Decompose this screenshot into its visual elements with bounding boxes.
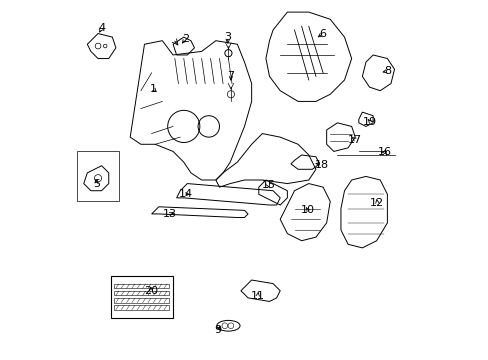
Text: 3: 3 <box>224 32 231 42</box>
Text: 16: 16 <box>377 147 391 157</box>
Text: 10: 10 <box>301 205 314 215</box>
Text: 11: 11 <box>250 291 264 301</box>
Text: 12: 12 <box>369 198 384 208</box>
Text: 20: 20 <box>143 287 158 296</box>
Text: 4: 4 <box>98 23 105 33</box>
Text: 8: 8 <box>383 66 390 76</box>
Bar <box>77 152 119 202</box>
Text: 18: 18 <box>315 159 329 170</box>
Text: 14: 14 <box>179 189 193 199</box>
Text: 19: 19 <box>363 117 377 127</box>
Text: 9: 9 <box>214 325 221 335</box>
Text: 13: 13 <box>163 209 177 219</box>
Text: 2: 2 <box>182 34 189 44</box>
Bar <box>114 284 169 288</box>
Text: 17: 17 <box>347 135 362 145</box>
Bar <box>114 305 169 310</box>
Text: 6: 6 <box>319 28 326 39</box>
Bar <box>114 298 169 302</box>
Bar <box>110 276 173 318</box>
Text: 7: 7 <box>227 71 234 81</box>
Text: 15: 15 <box>261 180 275 190</box>
Text: 5: 5 <box>93 179 100 189</box>
Bar <box>114 291 169 296</box>
Text: 1: 1 <box>150 84 157 94</box>
